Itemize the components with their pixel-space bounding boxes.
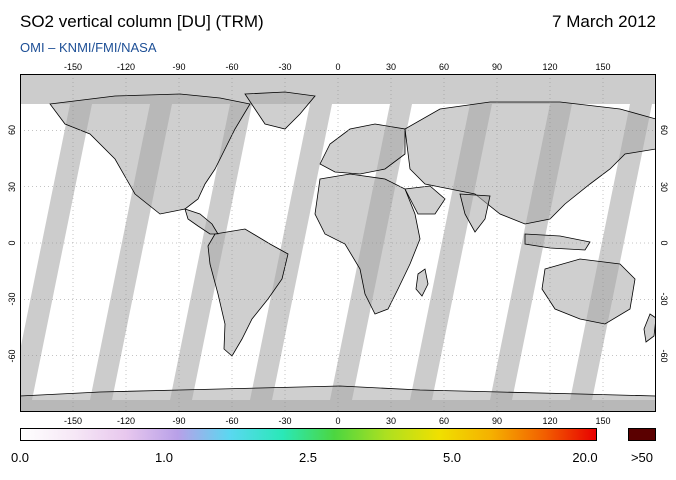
central-america: [184, 208, 219, 235]
south-america: [207, 228, 289, 357]
longitude-tick-label: 150: [595, 62, 611, 72]
data-credit: OMI – KNMI/FMI/NASA: [20, 40, 157, 55]
longitude-tick-label: -30: [278, 416, 292, 426]
colorbar-overflow-label: >50: [630, 450, 654, 465]
latitude-tick-label: 60: [659, 125, 669, 136]
africa: [314, 173, 421, 315]
europe: [319, 123, 406, 175]
greenland: [244, 91, 316, 130]
longitude-tick-label: 0: [335, 62, 341, 72]
map-canvas: [20, 74, 656, 412]
colorbar: [20, 428, 597, 441]
map-frame: [20, 74, 656, 412]
longitude-tick-label: 120: [542, 62, 558, 72]
map-title: SO2 vertical column [DU] (TRM): [20, 12, 264, 31]
longitude-tick-label: -30: [278, 62, 292, 72]
latitude-tick-label: 60: [7, 125, 17, 136]
longitude-tick-label: -120: [116, 62, 136, 72]
map-date: 7 March 2012: [552, 12, 656, 31]
longitude-tick-label: 150: [595, 416, 611, 426]
indonesia: [524, 233, 591, 251]
longitude-tick-label: 30: [385, 416, 397, 426]
north-america: [49, 93, 251, 215]
longitude-tick-label: -120: [116, 416, 136, 426]
arabia: [404, 185, 446, 215]
longitude-tick-label: -60: [225, 416, 239, 426]
longitude-tick-label: 60: [438, 62, 450, 72]
latitude-tick-label: -60: [659, 349, 669, 363]
orbit-gap-swath: [250, 104, 332, 400]
madagascar: [415, 268, 429, 297]
latitude-tick-label: 0: [659, 240, 669, 246]
longitude-tick-label: -60: [225, 62, 239, 72]
asia: [404, 101, 656, 225]
colorbar-label-3: 5.0: [442, 450, 462, 465]
colorbar-label-1: 1.0: [154, 450, 174, 465]
longitude-tick-label: -90: [172, 416, 186, 426]
longitude-tick-label: 60: [438, 416, 450, 426]
latitude-tick-label: -30: [7, 292, 17, 306]
latitude-tick-label: -60: [7, 349, 17, 363]
latitude-tick-label: 0: [7, 240, 17, 246]
longitude-tick-label: 90: [491, 416, 503, 426]
longitude-tick-label: 30: [385, 62, 397, 72]
latitude-tick-label: 30: [7, 181, 17, 192]
orbit-gap-swath: [570, 104, 652, 400]
graticule: [20, 74, 656, 412]
longitude-tick-label: -90: [172, 62, 186, 72]
australia: [541, 258, 636, 325]
longitude-tick-label: -150: [63, 416, 83, 426]
latitude-tick-label: -30: [659, 292, 669, 306]
colorbar-label-2: 2.5: [298, 450, 318, 465]
longitude-tick-label: 120: [542, 416, 558, 426]
longitude-tick-label: -150: [63, 62, 83, 72]
india: [459, 193, 491, 233]
latitude-tick-label: 30: [659, 181, 669, 192]
colorbar-label-4: 20.0: [572, 450, 598, 465]
colorbar-overflow-swatch: [628, 428, 656, 441]
colorbar-label-0: 0.0: [10, 450, 30, 465]
orbit-gap-swath: [20, 104, 92, 400]
longitude-tick-label: 90: [491, 62, 503, 72]
world-map: [20, 74, 656, 412]
longitude-tick-label: 0: [335, 416, 341, 426]
